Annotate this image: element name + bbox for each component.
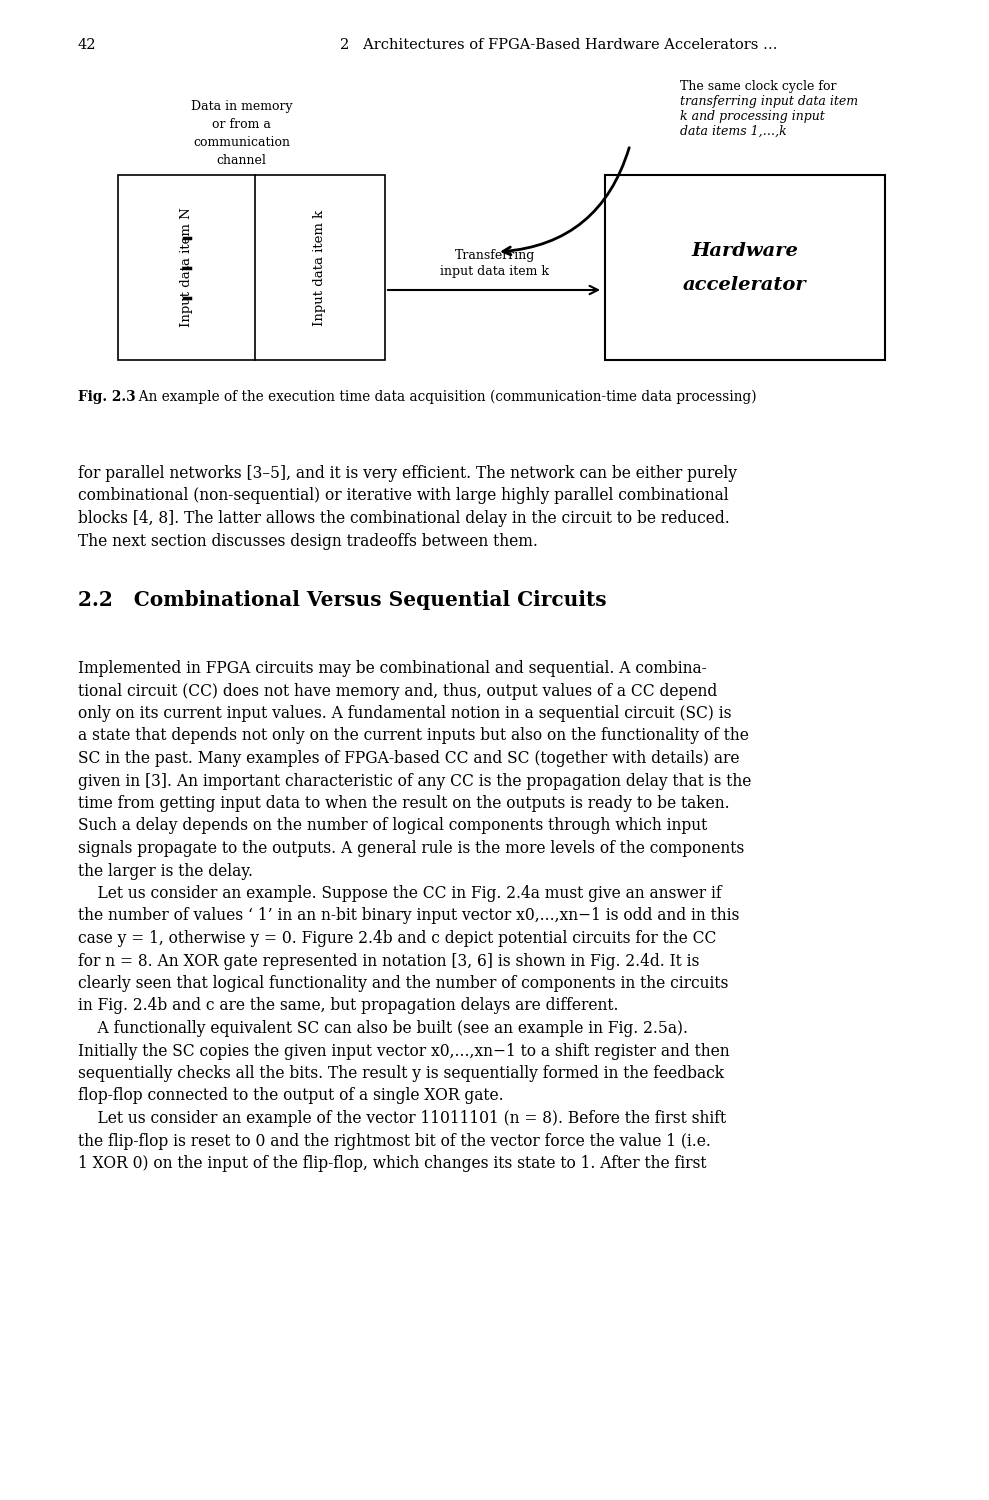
- FancyArrowPatch shape: [502, 147, 629, 255]
- Text: for n = 8. An XOR gate represented in notation [3, 6] is shown in Fig. 2.4d. It : for n = 8. An XOR gate represented in no…: [78, 952, 699, 969]
- Text: case y = 1, otherwise y = 0. Figure 2.4b and c depict potential circuits for the: case y = 1, otherwise y = 0. Figure 2.4b…: [78, 930, 716, 946]
- Text: The next section discusses design tradeoffs between them.: The next section discusses design tradeo…: [78, 532, 538, 549]
- Text: the flip-flop is reset to 0 and the rightmost bit of the vector force the value : the flip-flop is reset to 0 and the righ…: [78, 1132, 711, 1149]
- Text: Transferring: Transferring: [455, 249, 535, 262]
- Text: 2   Architectures of FPGA-Based Hardware Accelerators …: 2 Architectures of FPGA-Based Hardware A…: [340, 38, 777, 52]
- Text: input data item k: input data item k: [440, 266, 550, 278]
- Text: Such a delay depends on the number of logical components through which input: Such a delay depends on the number of lo…: [78, 818, 707, 834]
- Text: the larger is the delay.: the larger is the delay.: [78, 862, 253, 879]
- Text: transferring input data item: transferring input data item: [680, 94, 858, 108]
- Text: Fig. 2.3: Fig. 2.3: [78, 390, 135, 404]
- Text: time from getting input data to when the result on the outputs is ready to be ta: time from getting input data to when the…: [78, 795, 730, 812]
- Bar: [118, 176, 385, 360]
- Text: The same clock cycle for: The same clock cycle for: [680, 80, 837, 93]
- Text: clearly seen that logical functionality and the number of components in the circ: clearly seen that logical functionality …: [78, 975, 728, 992]
- Text: Let us consider an example. Suppose the CC in Fig. 2.4a must give an answer if: Let us consider an example. Suppose the …: [78, 885, 722, 902]
- Text: Data in memory
or from a
communication
channel: Data in memory or from a communication c…: [191, 100, 293, 166]
- Text: in Fig. 2.4b and c are the same, but propagation delays are different.: in Fig. 2.4b and c are the same, but pro…: [78, 998, 618, 1014]
- Text: k and processing input: k and processing input: [680, 110, 825, 123]
- Text: signals propagate to the outputs. A general rule is the more levels of the compo: signals propagate to the outputs. A gene…: [78, 840, 745, 856]
- Text: the number of values ‘ 1’ in an n-bit binary input vector x0,...,xn−1 is odd and: the number of values ‘ 1’ in an n-bit bi…: [78, 908, 740, 924]
- Text: Input data item N: Input data item N: [180, 207, 193, 327]
- Text: 42: 42: [78, 38, 97, 52]
- Text: 2.2   Combinational Versus Sequential Circuits: 2.2 Combinational Versus Sequential Circ…: [78, 590, 606, 610]
- Text: a state that depends not only on the current inputs but also on the functionalit: a state that depends not only on the cur…: [78, 728, 749, 744]
- Text: A functionally equivalent SC can also be built (see an example in Fig. 2.5a).: A functionally equivalent SC can also be…: [78, 1020, 688, 1036]
- Text: sequentially checks all the bits. The result y is sequentially formed in the fee: sequentially checks all the bits. The re…: [78, 1065, 724, 1082]
- Text: data items 1,…,k: data items 1,…,k: [680, 124, 787, 138]
- Text: combinational (non-sequential) or iterative with large highly parallel combinati: combinational (non-sequential) or iterat…: [78, 488, 729, 504]
- Text: tional circuit (CC) does not have memory and, thus, output values of a CC depend: tional circuit (CC) does not have memory…: [78, 682, 717, 699]
- Text: given in [3]. An important characteristic of any CC is the propagation delay tha: given in [3]. An important characteristi…: [78, 772, 752, 789]
- Text: 1 XOR 0) on the input of the flip-flop, which changes its state to 1. After the : 1 XOR 0) on the input of the flip-flop, …: [78, 1155, 706, 1172]
- Text: SC in the past. Many examples of FPGA-based CC and SC (together with details) ar: SC in the past. Many examples of FPGA-ba…: [78, 750, 740, 766]
- Text: accelerator: accelerator: [683, 276, 807, 294]
- Text: Hardware: Hardware: [691, 242, 798, 260]
- Text: Input data item k: Input data item k: [314, 210, 326, 326]
- Text: Let us consider an example of the vector 11011101 (n = 8). Before the first shif: Let us consider an example of the vector…: [78, 1110, 726, 1126]
- Text: only on its current input values. A fundamental notion in a sequential circuit (: only on its current input values. A fund…: [78, 705, 732, 722]
- Text: flop-flop connected to the output of a single XOR gate.: flop-flop connected to the output of a s…: [78, 1088, 503, 1104]
- Text: blocks [4, 8]. The latter allows the combinational delay in the circuit to be re: blocks [4, 8]. The latter allows the com…: [78, 510, 730, 526]
- Text: Initially the SC copies the given input vector x0,...,xn−1 to a shift register a: Initially the SC copies the given input …: [78, 1042, 730, 1059]
- Text: for parallel networks [3–5], and it is very efficient. The network can be either: for parallel networks [3–5], and it is v…: [78, 465, 737, 482]
- Text: An example of the execution time data acquisition (communication-time data proce: An example of the execution time data ac…: [130, 390, 757, 405]
- Text: Implemented in FPGA circuits may be combinational and sequential. A combina-: Implemented in FPGA circuits may be comb…: [78, 660, 707, 676]
- Bar: [605, 176, 885, 360]
